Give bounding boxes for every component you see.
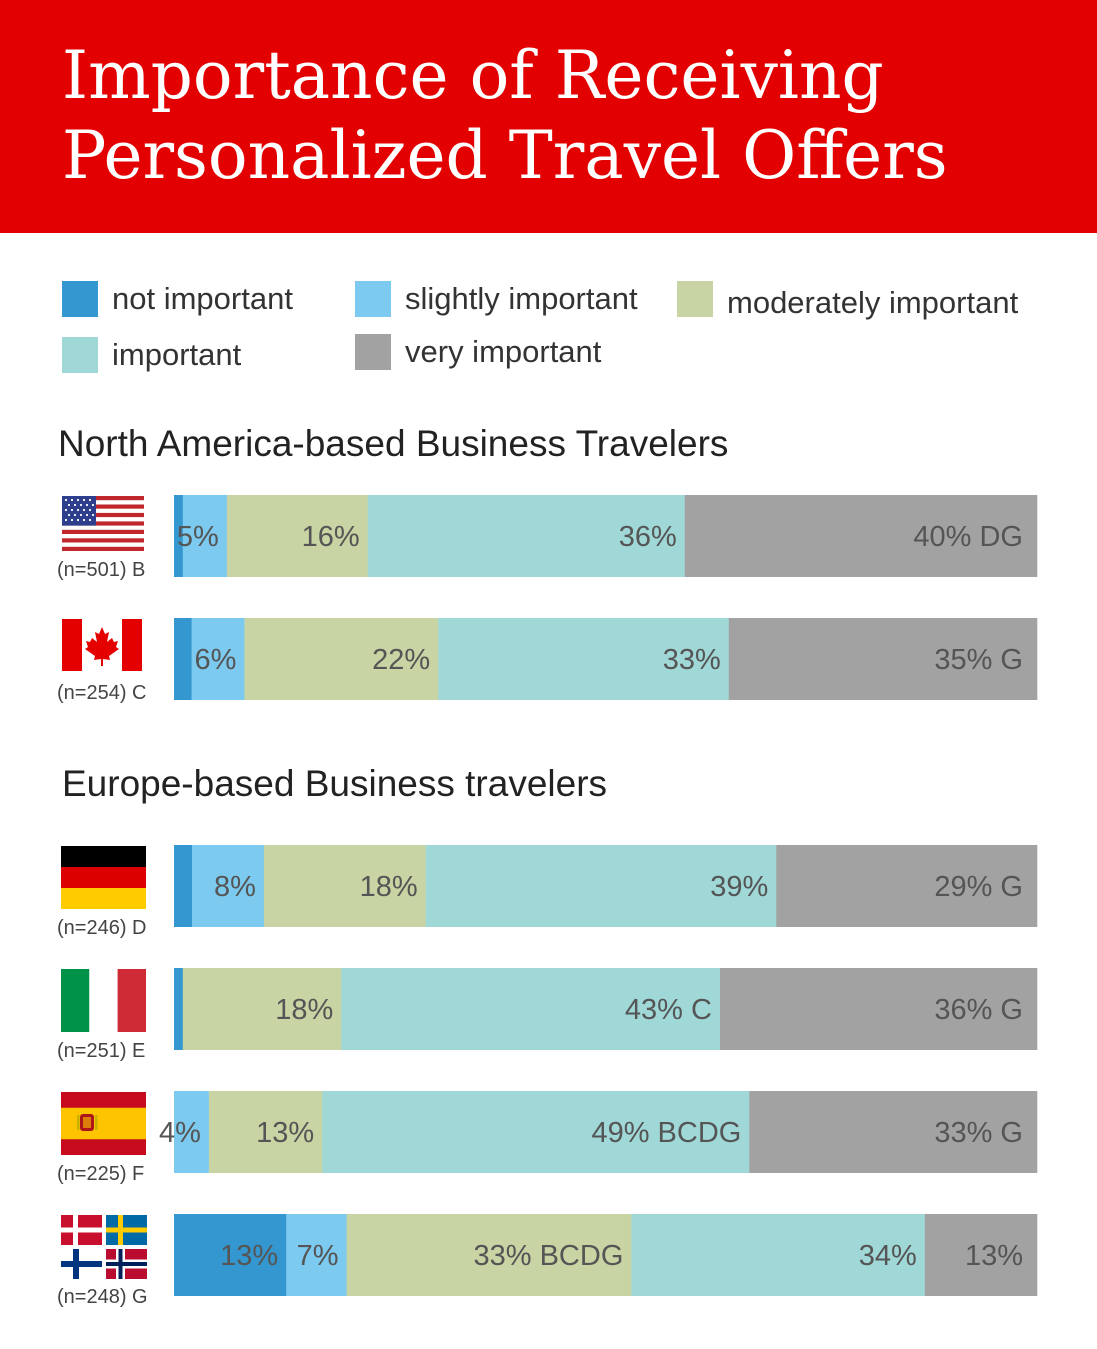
bar-segment-very-important — [684, 495, 1038, 577]
usa-flag-icon — [62, 496, 144, 551]
legend-label: not important — [112, 281, 293, 316]
bar-segment-label: 22% — [372, 644, 430, 676]
germany-flag-icon — [61, 846, 146, 909]
bar-segment-label: 4% — [159, 1117, 201, 1149]
bar-segment-important — [438, 618, 730, 700]
bar-segment-label: 39% — [710, 871, 768, 903]
italy-flag-icon — [61, 969, 146, 1032]
bar-segment-label: 34% — [859, 1240, 917, 1272]
section-title-europe: Europe-based Business travelers — [62, 763, 608, 804]
bar-segment-not-important — [174, 1214, 287, 1296]
bar-segment-slightly-important — [174, 1091, 210, 1173]
bar-segment-very-important — [719, 968, 1038, 1050]
chart-title-line-2: Personalized Travel Offers — [62, 117, 948, 194]
bar-segment-important — [341, 968, 721, 1050]
bar-segment-moderately-important — [182, 968, 342, 1050]
legend-label: very important — [405, 334, 602, 369]
bar-segment-label: 8% — [214, 871, 256, 903]
row-label: (n=246) D — [57, 917, 147, 939]
nordic-flags-icon — [61, 1215, 147, 1279]
legend-label: slightly important — [405, 281, 638, 316]
section-title-north-america: North America-based Business Travelers — [58, 423, 729, 464]
bar-segment-label: 40% DG — [913, 521, 1023, 553]
bar-segment-important — [425, 845, 777, 927]
bar-segment-important — [631, 1214, 926, 1296]
bar-segment-label: 43% C — [625, 994, 712, 1026]
row-label: (n=251) E — [57, 1040, 146, 1062]
bar-segment-label: 6% — [195, 644, 237, 676]
bar-segment-label: 5% — [177, 521, 219, 553]
canada-flag-icon — [62, 619, 142, 671]
bar-segment-slightly-important — [191, 618, 245, 700]
bar-segment-very-important — [776, 845, 1038, 927]
bar-segment-label: 33% BCDG — [473, 1240, 623, 1272]
row-label: (n=225) F — [57, 1163, 145, 1185]
chart-title-line-1: Importance of Receiving — [62, 37, 884, 114]
bar-segment-label: 18% — [360, 871, 418, 903]
bar-segment-label: 16% — [302, 521, 360, 553]
legend-swatch — [677, 281, 713, 317]
bar-segment-label: 13% — [256, 1117, 314, 1149]
bar-segment-moderately-important — [244, 618, 439, 700]
row-label: (n=248) G — [57, 1286, 148, 1308]
bar-segment-label: 36% G — [934, 994, 1023, 1026]
legend-swatch — [355, 334, 391, 370]
bar-segment-important — [367, 495, 686, 577]
bar-segment-very-important — [749, 1091, 1038, 1173]
bar-segment-label: 29% G — [934, 871, 1023, 903]
legend-label: moderately important — [727, 285, 1019, 320]
bar-segment-label: 49% BCDG — [591, 1117, 741, 1149]
bar-segment-label: 33% G — [934, 1117, 1023, 1149]
legend-swatch — [355, 281, 391, 317]
title-banner: Importance of Receiving Personalized Tra… — [0, 0, 1097, 233]
bar-segment-very-important — [924, 1214, 1038, 1296]
bar-segment-slightly-important — [191, 845, 265, 927]
spain-flag-icon — [61, 1092, 146, 1155]
bar-segment-label: 7% — [297, 1240, 339, 1272]
bar-segment-moderately-important — [208, 1091, 323, 1173]
bar-segment-not-important — [174, 618, 192, 700]
bar-segment-label: 13% — [965, 1240, 1023, 1272]
bar-segment-label: 13% — [220, 1240, 278, 1272]
bar-segment-important — [322, 1091, 750, 1173]
legend-swatch — [62, 281, 98, 317]
bar-segment-moderately-important — [263, 845, 427, 927]
legend-label: important — [112, 337, 242, 372]
bar-segment-label: 33% — [663, 644, 721, 676]
bar-segment-slightly-important — [182, 495, 228, 577]
bar-segment-not-important — [174, 495, 184, 577]
bar-segment-not-important — [174, 845, 193, 927]
row-label: (n=501) B — [57, 559, 146, 581]
legend-swatch — [62, 337, 98, 373]
bar-segment-slightly-important — [286, 1214, 347, 1296]
bar-segment-moderately-important — [346, 1214, 632, 1296]
bar-segment-moderately-important — [226, 495, 369, 577]
bar-segment-label: 18% — [275, 994, 333, 1026]
row-label: (n=254) C — [57, 682, 147, 704]
bar-segment-label: 36% — [619, 521, 677, 553]
bar-segment-very-important — [728, 618, 1038, 700]
bar-segment-not-important — [174, 968, 184, 1050]
bar-segment-label: 35% G — [934, 644, 1023, 676]
